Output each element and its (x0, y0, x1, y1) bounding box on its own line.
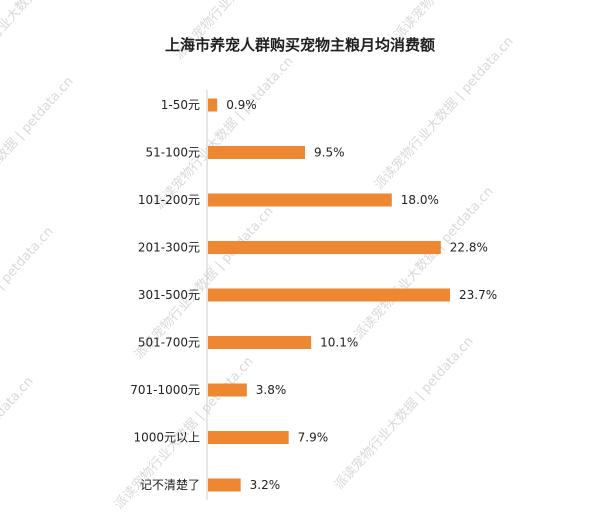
value-label: 23.7% (459, 288, 497, 302)
watermark-text: 派读宠物行业大数据 | petdata.cn (0, 73, 77, 232)
chart-title: 上海市养宠人群购买宠物主粮月均消费额 (165, 36, 435, 54)
bar (208, 193, 392, 207)
watermark-text: 派读宠物行业大数据 | petdata.cn (331, 333, 477, 492)
value-label: 3.2% (250, 478, 281, 492)
category-label: 501-700元 (138, 336, 200, 350)
category-label: 301-500元 (138, 288, 200, 302)
watermark-text: 派读宠物行业大数据 | petdata.cn (0, 373, 37, 525)
bars-group: 1-50元 0.9% 51-100元 9.5% 101-200元 18.0% 201-300… (130, 98, 497, 492)
value-label: 22.8% (450, 241, 488, 255)
bar (208, 146, 306, 159)
bar (208, 478, 241, 492)
category-label: 701-1000元 (130, 383, 200, 397)
value-label: 0.9% (226, 98, 257, 112)
category-label: 51-100元 (145, 146, 200, 160)
watermark-text: 派读宠物行业大数据 | petdata.cn (0, 223, 57, 382)
bar (208, 241, 441, 254)
category-label: 1-50元 (161, 98, 200, 112)
bar (208, 98, 218, 112)
watermark-text: 派读宠物行业大数据 | petdata.cn (151, 53, 297, 212)
category-label: 1000元以上 (133, 431, 200, 445)
value-label: 3.8% (256, 383, 287, 397)
value-label: 18.0% (401, 193, 439, 207)
value-label: 7.9% (298, 431, 329, 445)
category-label: 记不清楚了 (140, 478, 200, 492)
watermark-text: 派读宠物行业大数据 | petdata.cn (351, 183, 497, 342)
bar (208, 431, 289, 444)
category-label: 201-300元 (138, 241, 200, 255)
value-label: 10.1% (320, 336, 358, 350)
bar (208, 336, 312, 349)
bar (208, 288, 450, 302)
watermark-text: 派读宠物行业大数据 | petdata.cn (371, 33, 517, 192)
category-label: 101-200元 (138, 193, 200, 207)
bar (208, 383, 247, 397)
watermark-text: 派读宠物行业大数据 | petdata.cn (0, 0, 97, 83)
value-label: 9.5% (314, 146, 345, 160)
